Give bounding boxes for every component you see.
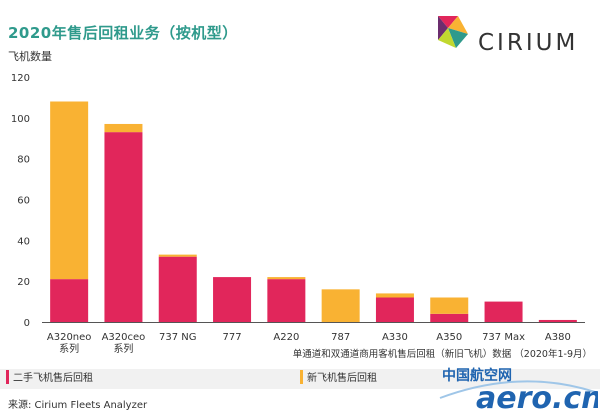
bar-used-1 (104, 132, 143, 322)
x-tick-label: A220 (273, 332, 299, 343)
bar-new-4 (267, 277, 306, 280)
x-tick-label: 737 NG (159, 332, 197, 343)
watermark-en: aero.cn (476, 381, 598, 412)
cirium-logo-icon (438, 16, 468, 48)
bar-used-3 (213, 277, 252, 322)
bar-new-0 (50, 101, 89, 280)
x-tick-label: 系列 (59, 342, 79, 355)
x-tick-label: 系列 (113, 342, 133, 355)
bar-used-6 (375, 297, 414, 322)
bar-used-9 (538, 319, 577, 322)
bar-used-8 (484, 301, 523, 322)
bar-new-5 (321, 289, 360, 322)
bar-used-4 (267, 279, 306, 322)
legend-label-new: 新飞机售后回租 (307, 373, 377, 384)
x-tick-label: A380 (545, 332, 571, 343)
x-tick-label: 787 (331, 332, 350, 343)
bar-new-1 (104, 123, 143, 133)
x-tick-label: A330 (382, 332, 408, 343)
y-tick-label: 80 (17, 155, 30, 166)
bar-new-2 (158, 254, 197, 257)
legend-swatch-new (300, 370, 303, 384)
x-tick-label: 737 Max (482, 332, 525, 343)
source-note: 来源: Cirium Fleets Analyzer (8, 400, 148, 411)
bar-used-7 (430, 313, 469, 322)
bar-used-0 (50, 279, 89, 322)
bar-used-2 (158, 256, 197, 322)
legend-item-new: 新飞机售后回租 (300, 369, 377, 389)
bar-new-7 (430, 297, 469, 314)
chart-title: 2020年售后回租业务（按机型） (8, 24, 238, 42)
legend-item-used: 二手飞机售后回租 (6, 369, 93, 389)
legend: 二手飞机售后回租 新飞机售后回租 (0, 369, 600, 389)
y-tick-label: 120 (11, 73, 30, 84)
legend-label-used: 二手飞机售后回租 (13, 373, 93, 384)
y-axis-label: 飞机数量 (8, 49, 52, 63)
aero-cn-watermark: 中国航空网 aero.cn (439, 367, 598, 412)
watermark-cn: 中国航空网 (442, 367, 512, 384)
x-tick-label: 777 (223, 332, 242, 343)
y-tick-label: 40 (17, 236, 30, 247)
y-tick-label: 60 (17, 196, 30, 207)
x-axis-label: 单通道和双通道商用客机售后回租（新旧飞机）数据 （2020年1-9月） (293, 348, 592, 360)
x-tick-label: A320ceo (102, 332, 146, 343)
x-tick-label: A320neo (47, 332, 92, 343)
y-tick-label: 0 (24, 318, 30, 329)
y-tick-label: 20 (17, 277, 30, 288)
logo-text: CIRIUM (478, 30, 579, 56)
bar-new-6 (375, 293, 414, 298)
x-tick-label: A350 (436, 332, 462, 343)
legend-swatch-used (6, 370, 9, 384)
y-tick-label: 100 (11, 114, 30, 125)
